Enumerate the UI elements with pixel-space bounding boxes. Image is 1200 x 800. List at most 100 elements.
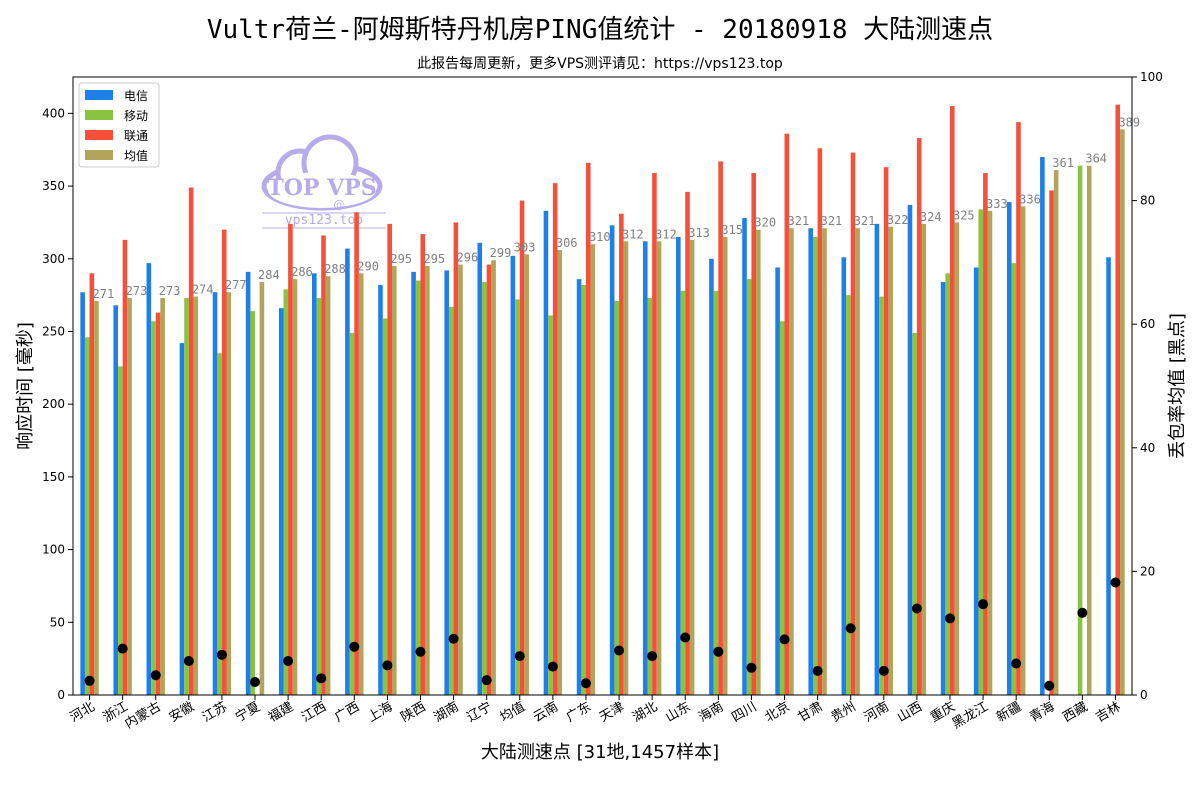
packet-loss-dot-甘肃	[812, 665, 823, 676]
bar-联通-天津	[619, 213, 624, 695]
bar-电信-黑龙江	[973, 267, 979, 695]
packet-loss-dot-上海	[382, 660, 393, 671]
bar-均值-广东	[590, 244, 596, 696]
legend-label: 均值	[124, 148, 148, 163]
bar-电信-河南	[874, 223, 880, 695]
packet-loss-dot-广西	[349, 641, 360, 652]
bar-联通-均值	[519, 200, 525, 695]
bar-电信-内蒙古	[146, 263, 152, 695]
bar-均值-上海	[391, 266, 397, 695]
bar-电信-福建	[278, 308, 284, 695]
bar-联通-陕西	[420, 234, 426, 695]
bar-电信-甘肃	[808, 228, 814, 695]
x-axis-title: 大陆测速点 [31地,1457样本]	[481, 742, 719, 763]
plot-frame	[72, 76, 1133, 696]
bar-电信-江西	[312, 273, 317, 695]
average-value-label: 271	[93, 287, 115, 301]
y-tick-label: 0	[57, 688, 65, 702]
bar-移动-西藏	[1077, 165, 1083, 695]
x-tick-label: 江苏	[199, 699, 230, 726]
average-value-label: 361	[1052, 156, 1074, 170]
bar-移动-安徽	[184, 298, 189, 695]
bar-均值-山西	[921, 223, 927, 695]
average-value-label: 286	[291, 265, 313, 279]
bar-均值-山东	[689, 239, 695, 695]
x-tick-label: 黑龙江	[950, 699, 991, 731]
packet-loss-dot-湖南	[448, 633, 459, 644]
average-value-label: 306	[556, 236, 578, 250]
average-value-label: 284	[258, 268, 280, 282]
bar-电信-海南	[709, 258, 714, 695]
average-value-label: 364	[1085, 152, 1107, 166]
x-tick-label: 云南	[530, 699, 561, 726]
y-tick-label: 50	[50, 615, 65, 629]
average-value-label: 320	[754, 216, 776, 230]
average-value-label: 295	[423, 252, 445, 266]
y-tick-label: 100	[42, 543, 65, 557]
average-value-label: 321	[821, 214, 843, 228]
bar-电信-山西	[907, 204, 913, 696]
packet-loss-dot-吉林	[1110, 577, 1121, 588]
y-tick-label: 250	[42, 324, 65, 338]
x-tick-label: 贵州	[829, 699, 859, 725]
bar-联通-上海	[387, 223, 392, 695]
bar-移动-河北	[84, 337, 90, 695]
bar-联通-山西	[916, 138, 922, 695]
bar-电信-天津	[609, 225, 615, 695]
average-value-label: 288	[324, 262, 346, 276]
x-tick-label: 广西	[332, 699, 362, 725]
average-value-label: 325	[953, 208, 975, 222]
bar-均值-贵州	[855, 228, 860, 695]
packet-loss-dot-海南	[713, 646, 724, 657]
bar-电信-四川	[742, 218, 747, 695]
bar-均值-青海	[1053, 170, 1059, 695]
bar-均值-吉林	[1120, 129, 1125, 695]
bar-均值-辽宁	[491, 260, 496, 695]
bar-联通-北京	[784, 133, 790, 696]
packet-loss-dot-福建	[283, 656, 294, 667]
packet-loss-dot-河北	[84, 675, 95, 686]
average-value-label: 312	[622, 227, 644, 241]
bar-移动-陕西	[415, 280, 421, 695]
bar-移动-北京	[779, 321, 785, 695]
bar-移动-广西	[349, 332, 355, 695]
bar-均值-天津	[623, 241, 629, 695]
y2-tick-label: 20	[1140, 564, 1155, 578]
x-tick-label: 新疆	[994, 699, 1025, 726]
average-value-label: 299	[490, 246, 512, 260]
y2-axis-title: 丢包率均值 [黑点]	[1167, 313, 1188, 459]
average-value-label: 290	[357, 259, 379, 273]
y-tick-label: 150	[42, 470, 65, 484]
x-tick-label: 四川	[729, 699, 759, 725]
x-tick-label: 宁夏	[232, 699, 263, 726]
bar-移动-江苏	[217, 353, 222, 695]
bar-均值-四川	[756, 229, 761, 695]
bar-电信-重庆	[940, 282, 946, 695]
packet-loss-dot-北京	[779, 634, 790, 645]
bar-联通-辽宁	[486, 264, 492, 695]
bar-联通-甘肃	[817, 148, 823, 695]
bar-移动-湖南	[448, 306, 454, 695]
x-tick-label: 辽宁	[464, 699, 495, 726]
bar-电信-湖南	[444, 270, 449, 695]
bar-电信-贵州	[841, 257, 847, 695]
packet-loss-dot-青海	[1044, 680, 1055, 691]
bar-移动-四川	[746, 279, 752, 695]
bar-均值-浙江	[127, 298, 132, 695]
bar-联通-青海	[1049, 190, 1054, 695]
x-tick-label: 甘肃	[796, 699, 826, 725]
average-value-label: 310	[589, 230, 611, 244]
bar-联通-河北	[89, 273, 95, 695]
average-value-label: 274	[192, 283, 214, 297]
packet-loss-dot-天津	[614, 645, 625, 656]
x-tick-label: 吉林	[1093, 699, 1123, 725]
bar-移动-辽宁	[482, 282, 487, 695]
bar-移动-广东	[581, 284, 586, 695]
bar-电信-广西	[345, 248, 350, 695]
average-value-label: 273	[159, 284, 181, 298]
packet-loss-dot-河南	[878, 665, 889, 676]
bar-电信-湖北	[642, 241, 648, 695]
bar-联通-广东	[585, 162, 591, 695]
packet-loss-dot-山东	[680, 632, 691, 643]
